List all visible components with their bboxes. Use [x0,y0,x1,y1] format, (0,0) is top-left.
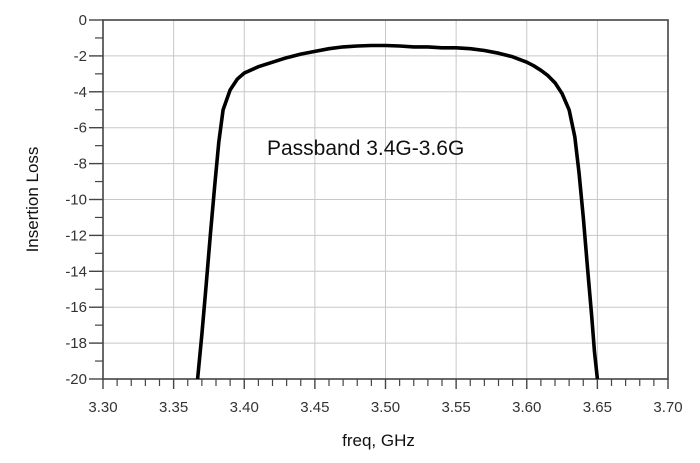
x-tick-label: 3.45 [300,399,329,416]
x-axis-title: freq, GHz [342,431,415,450]
y-tick-label: -6 [74,120,87,137]
x-axis-tick-labels: 3.30 3.35 3.40 3.45 3.50 3.55 3.60 3.65 3.70 [88,399,682,416]
y-tick-label: -18 [65,335,87,352]
y-tick-label: -20 [65,371,87,388]
x-tick-label: 3.50 [371,399,400,416]
y-axis-title: Insertion Loss [23,147,42,253]
x-tick-label: 3.70 [653,399,682,416]
y-tick-label: -16 [65,299,87,316]
y-tick-label: -4 [74,84,87,101]
x-tick-label: 3.60 [512,399,541,416]
y-tick-label: -2 [74,48,87,65]
passband-annotation: Passband 3.4G-3.6G [267,137,464,160]
x-tick-label: 3.65 [583,399,612,416]
y-tick-label: -8 [74,156,87,173]
y-tick-label: -12 [65,227,87,244]
y-tick-label: -10 [65,192,87,209]
x-tick-label: 3.40 [230,399,259,416]
insertion-loss-curve [195,43,600,380]
axis-ticks [89,19,669,389]
y-tick-label: -14 [65,263,87,280]
x-tick-label: 3.30 [88,399,117,416]
y-tick-label: 0 [79,12,87,29]
y-axis-tick-labels: 0 -2 -4 -6 -8 -10 -12 -14 -16 -18 -20 [65,12,87,388]
plot-frame [102,19,669,380]
x-tick-label: 3.35 [159,399,188,416]
x-tick-label: 3.55 [442,399,471,416]
